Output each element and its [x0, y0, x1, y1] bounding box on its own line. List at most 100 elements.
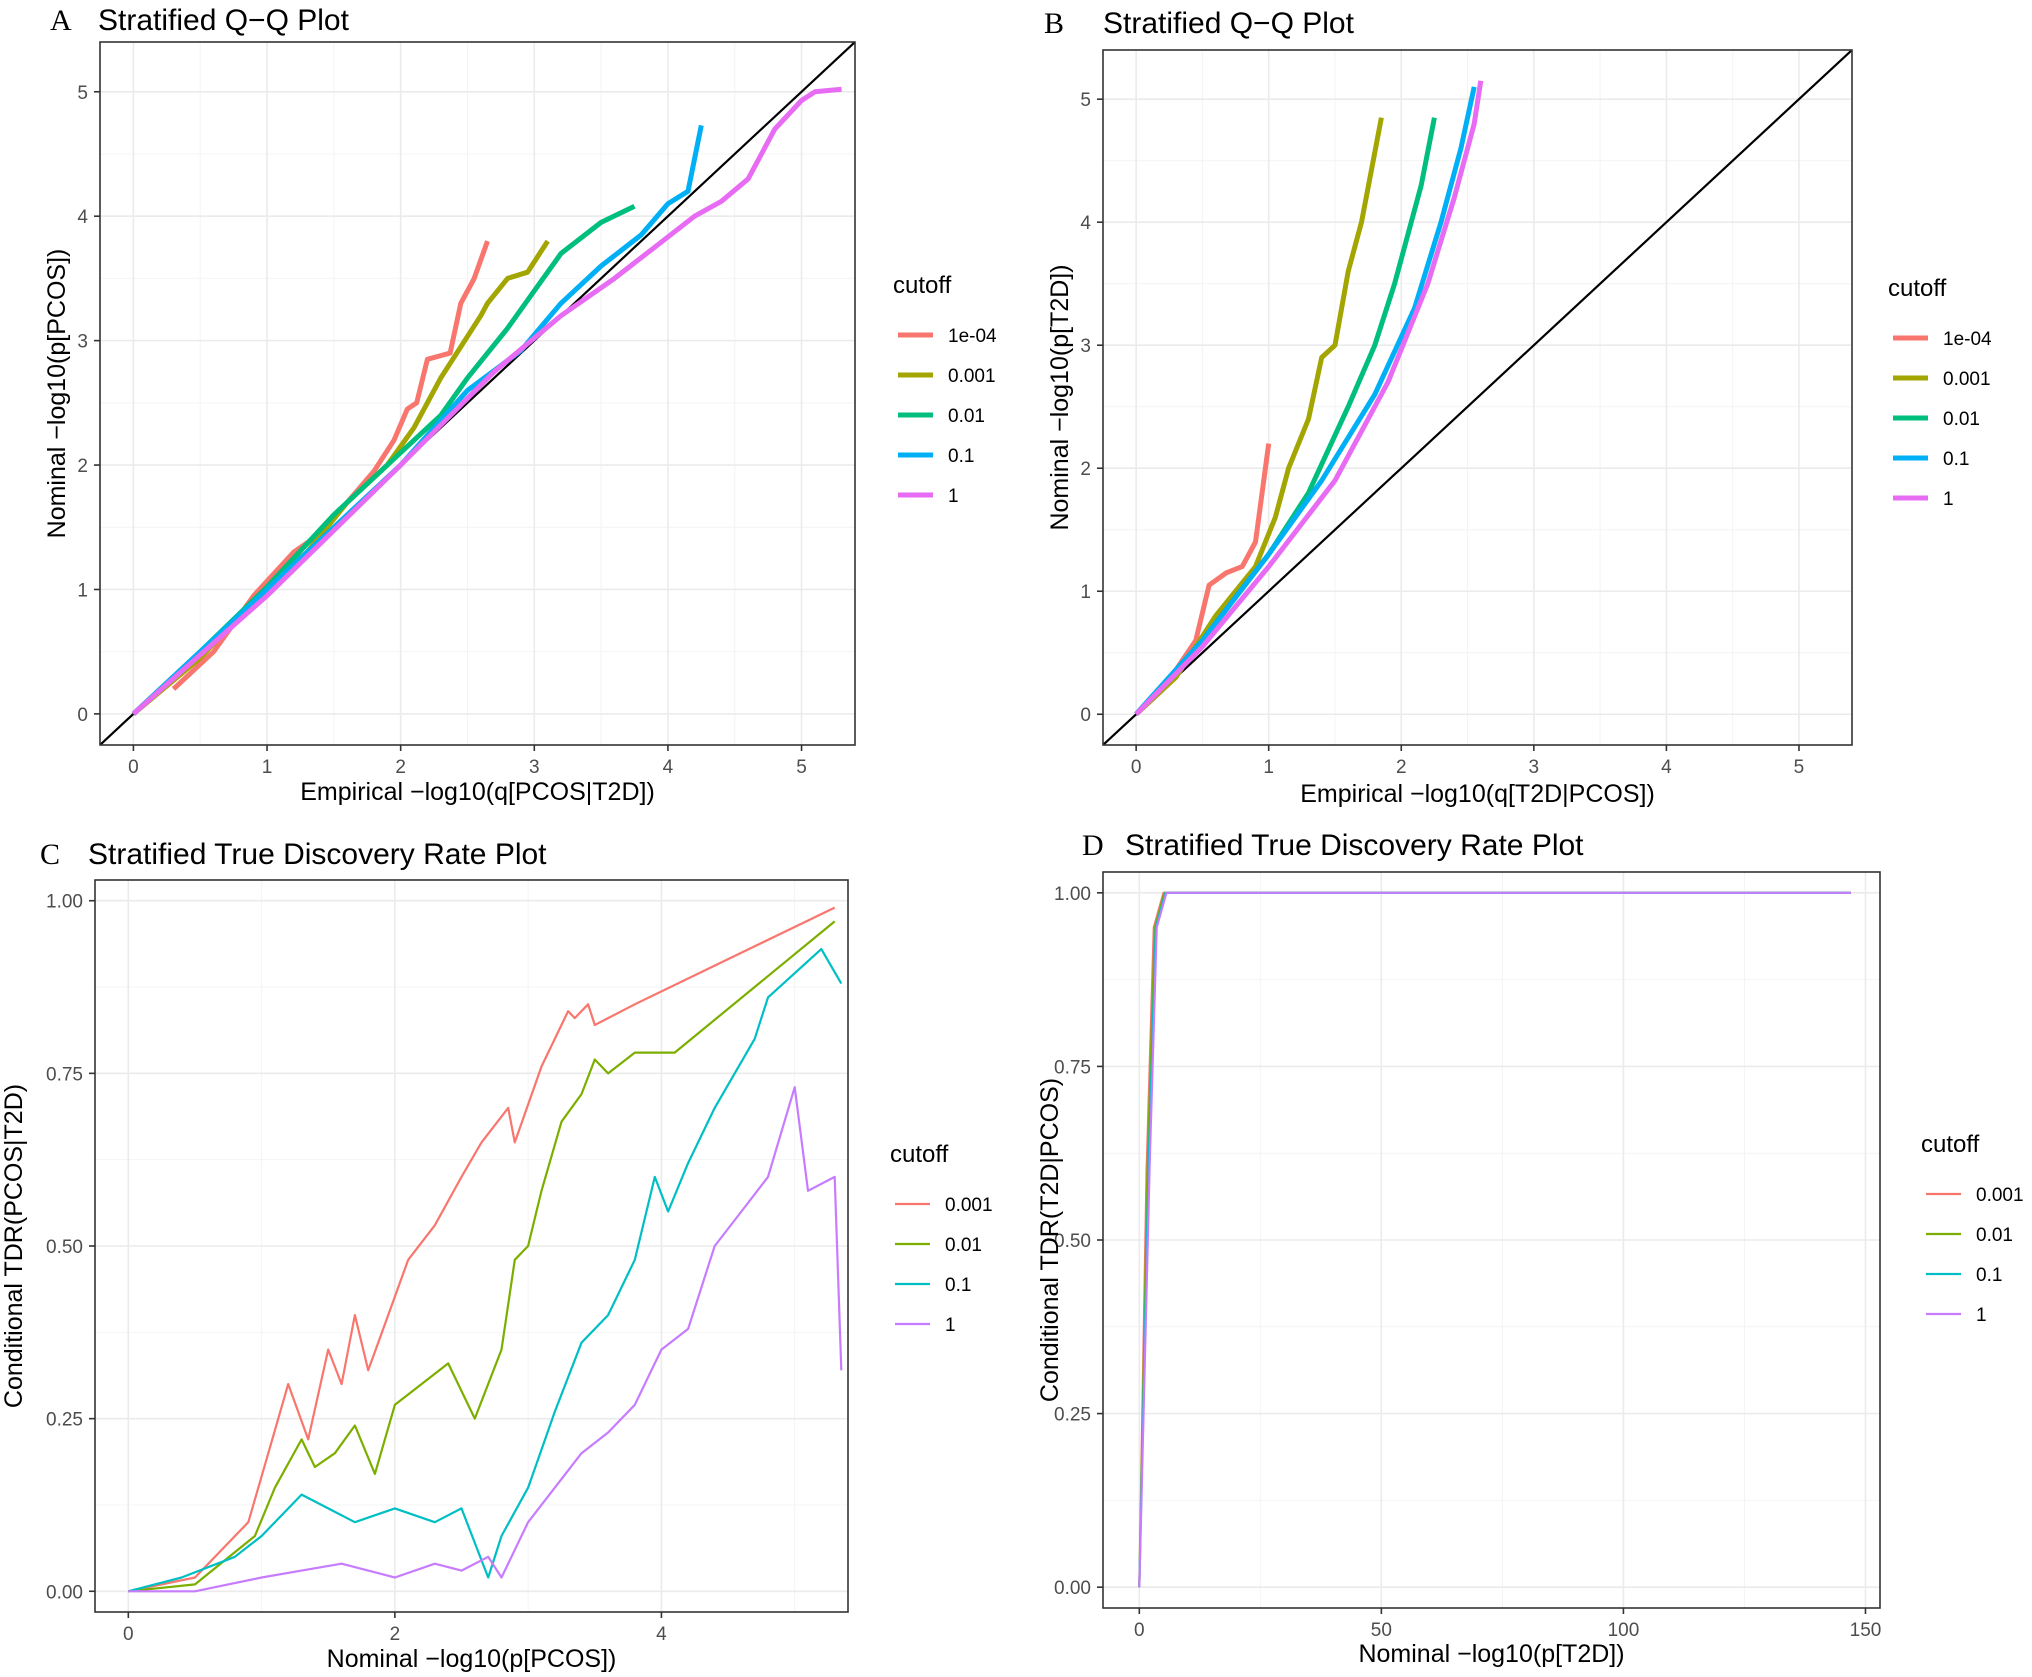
- series-line-1: [1138, 891, 1851, 1588]
- y-tick-label: 2: [1080, 459, 1091, 480]
- y-tick-label: 0.75: [46, 1064, 83, 1085]
- x-axis-title: Empirical −log10(q[T2D|PCOS]): [1300, 780, 1655, 808]
- legend-label: 0.01: [948, 406, 985, 427]
- panel-d: D Stratified True Discovery Rate Plot 0 50 1…: [1036, 829, 2024, 1668]
- series-line-0.001: [1134, 117, 1384, 717]
- x-tick-label: 3: [1529, 757, 1540, 778]
- series-line-1: [131, 86, 842, 716]
- legend-label: 1e-04: [948, 326, 997, 347]
- y-tick-label: 4: [1080, 213, 1091, 234]
- gridlines: [100, 42, 855, 745]
- legend: cutoff 1e-04 0.001 0.01 0.1 1: [893, 272, 997, 507]
- legend-label: 1e-04: [1943, 329, 1992, 350]
- y-tick-label: 0.00: [1054, 1578, 1091, 1599]
- y-axis-title: Nominal −log10(p[PCOS]): [43, 249, 71, 539]
- y-tick-label: 0.75: [1054, 1057, 1091, 1078]
- x-axis-title: Nominal −log10(p[T2D]): [1358, 1640, 1624, 1668]
- y-tick-label: 1.00: [1054, 884, 1091, 905]
- y-tick-label: 0: [1080, 705, 1091, 726]
- panel-letter: D: [1082, 829, 1104, 862]
- series-group: [128, 906, 843, 1593]
- legend-label: 0.1: [945, 1275, 971, 1296]
- series-line-0.1: [1134, 86, 1477, 716]
- series-group: [1138, 891, 1851, 1588]
- series-line-1: [128, 1086, 843, 1593]
- legend-label: 0.001: [1943, 369, 1991, 390]
- legend-label: 0.001: [948, 366, 996, 387]
- x-tick-label: 1: [1263, 757, 1274, 778]
- x-tick-label: 2: [390, 1624, 401, 1645]
- chart-title: Stratified Q−Q Plot: [1103, 7, 1355, 40]
- y-tick-label: 2: [77, 456, 88, 477]
- panel-a: A Stratified Q−Q Plot 0 1 2 3 4 5 0 1 2 3 4 5 Empirica…: [43, 4, 997, 806]
- legend-label: 0.01: [1976, 1225, 2013, 1246]
- legend-title: cutoff: [1888, 275, 1947, 302]
- legend-label: 0.001: [945, 1195, 993, 1216]
- x-axis-title: Empirical −log10(q[PCOS|T2D]): [300, 778, 655, 806]
- x-axis-title: Nominal −log10(p[PCOS]): [327, 1645, 617, 1673]
- y-tick-label: 0.50: [46, 1237, 83, 1258]
- x-tick-label: 0: [128, 757, 139, 778]
- legend-label: 1: [1976, 1305, 1987, 1326]
- y-tick-label: 1: [77, 580, 88, 601]
- x-tick-label: 5: [796, 757, 807, 778]
- series-line-0.001: [131, 239, 550, 716]
- legend-label: 0.01: [945, 1235, 982, 1256]
- y-axis-title: Conditional TDR(PCOS|T2D): [0, 1084, 28, 1408]
- y-tick-label: 0.00: [46, 1582, 83, 1603]
- y-tick-label: 0.25: [1054, 1405, 1091, 1426]
- y-tick-label: 3: [77, 332, 88, 353]
- x-tick-label: 4: [656, 1624, 667, 1645]
- y-tick-label: 5: [77, 83, 88, 104]
- x-tick-label: 2: [395, 757, 406, 778]
- y-tick-label: 0: [77, 705, 88, 726]
- y-axis-title: Conditional TDR(T2D|PCOS): [1036, 1078, 1064, 1402]
- x-tick-label: 50: [1371, 1620, 1392, 1641]
- legend: cutoff 1e-04 0.001 0.01 0.1 1: [1888, 275, 1992, 510]
- legend-label: 1: [945, 1315, 956, 1336]
- series-group: [131, 86, 842, 716]
- legend-label: 0.1: [1976, 1265, 2002, 1286]
- series-line-0.1: [128, 948, 843, 1593]
- legend-label: 1: [948, 486, 959, 507]
- legend-label: 1: [1943, 489, 1954, 510]
- series-line-0.01: [128, 920, 836, 1593]
- y-tick-label: 0.50: [1054, 1231, 1091, 1252]
- x-tick-label: 5: [1794, 757, 1805, 778]
- y-tick-label: 1: [1080, 582, 1091, 603]
- series-group: [1134, 80, 1484, 717]
- legend-label: 0.1: [948, 446, 974, 467]
- x-tick-label: 2: [1396, 757, 1407, 778]
- panel-letter: B: [1044, 7, 1064, 40]
- reference-line: [1103, 50, 1852, 745]
- x-tick-label: 3: [529, 757, 540, 778]
- panel-letter: C: [40, 838, 60, 871]
- series-line-0.001: [128, 906, 836, 1593]
- chart-title: Stratified Q−Q Plot: [98, 4, 350, 37]
- legend-title: cutoff: [890, 1141, 949, 1168]
- gridlines: [1103, 50, 1852, 745]
- x-tick-label: 0: [1131, 757, 1142, 778]
- y-tick-label: 3: [1080, 336, 1091, 357]
- legend-title: cutoff: [893, 272, 952, 299]
- x-tick-label: 4: [1661, 757, 1672, 778]
- x-tick-label: 100: [1608, 1620, 1640, 1641]
- y-tick-label: 0.25: [46, 1410, 83, 1431]
- panel-border: [99, 41, 856, 746]
- gridlines: [1103, 872, 1880, 1608]
- gridlines: [95, 880, 848, 1612]
- legend-label: 0.001: [1976, 1185, 2024, 1206]
- x-tick-label: 150: [1850, 1620, 1882, 1641]
- x-tick-label: 4: [663, 757, 674, 778]
- panel-letter: A: [50, 4, 72, 37]
- series-line-0.01: [1134, 117, 1437, 716]
- x-tick-label: 1: [262, 757, 273, 778]
- series-line-1: [1134, 80, 1484, 716]
- panel-border: [1102, 49, 1853, 746]
- y-tick-label: 4: [77, 207, 88, 228]
- y-tick-label: 1.00: [46, 892, 83, 913]
- legend-label: 0.01: [1943, 409, 1980, 430]
- x-tick-label: 0: [123, 1624, 134, 1645]
- y-tick-label: 5: [1080, 90, 1091, 111]
